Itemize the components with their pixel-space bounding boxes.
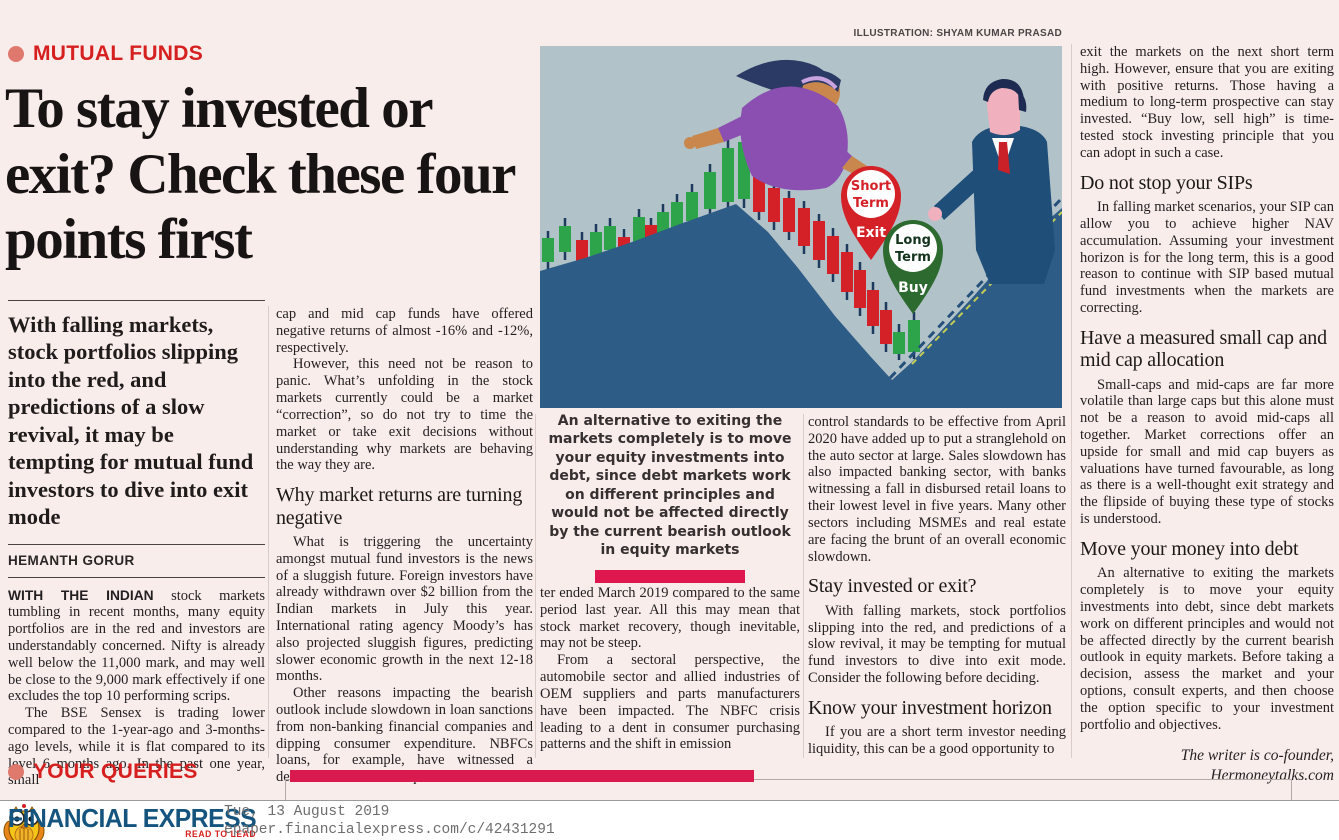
brand-logo: FINANCIAL EXPRESS READ TO LEAD — [8, 803, 257, 839]
footer-url: epaper.financialexpress.com/c/42431291 — [224, 822, 555, 839]
section-heading: Stay invested or exit? — [808, 575, 977, 598]
paragraph: An alternative to exiting the markets co… — [1080, 565, 1334, 733]
footer-meta: Tue, 13 August 2019 epaper.financialexpr… — [224, 803, 555, 839]
paragraph-text: stock markets tumbling in recent months,… — [8, 587, 265, 705]
illustration-caption-block: An alternative to exiting the markets co… — [543, 412, 797, 583]
article-headline: To stay invested or exit? Check these fo… — [5, 77, 515, 272]
figure-long-term-investor — [928, 78, 1055, 284]
paragraph: If you are a short term investor needing… — [808, 724, 1066, 757]
brand-name: FINANCIAL EXPRESS — [8, 803, 257, 833]
queries-section-header: YOUR QUERIES — [8, 760, 198, 784]
exit-pin-action: Exit — [856, 225, 886, 241]
paragraph: With falling markets, stock portfolios s… — [808, 602, 1066, 686]
buy-pin: Long Term Buy — [883, 220, 943, 314]
epaper-footer: FINANCIAL EXPRESS READ TO LEAD Tue, 13 A… — [0, 800, 1339, 840]
column-5: exit the markets on the next short term … — [1080, 44, 1334, 785]
column-rule — [803, 414, 804, 758]
paragraph: Small-caps and mid-caps are far more vol… — [1080, 376, 1334, 528]
section-heading: Know your investment horizon — [808, 696, 1052, 719]
queries-accent-bar — [290, 770, 754, 782]
exit-pin-line2: Term — [853, 196, 889, 211]
column-4: control standards to be effective from A… — [808, 414, 1066, 758]
article-deck: With falling markets, stock portfolios s… — [8, 300, 265, 544]
byline: HEMANTH GORUR — [8, 543, 265, 578]
illustration-caption: An alternative to exiting the markets co… — [548, 413, 792, 559]
illustration-credit: ILLUSTRATION: SHYAM KUMAR PRASAD — [853, 28, 1062, 39]
signature-line1: The writer is co-founder, — [1180, 747, 1334, 765]
column-rule — [535, 414, 536, 758]
queries-box — [285, 779, 1292, 801]
section-heading: Why market returns are turning negative — [276, 484, 523, 529]
market-illustration: Short Term Exit Long Term Buy — [540, 46, 1064, 408]
bullet-dot-icon — [8, 46, 24, 62]
section-heading: Move your money into debt — [1080, 537, 1299, 560]
paragraph: exit the markets on the next short term … — [1080, 44, 1334, 161]
lead-in: WITH THE INDIAN — [8, 587, 154, 603]
paragraph: In falling market scenarios, your SIP ca… — [1080, 199, 1334, 316]
section-heading: Do not stop your SIPs — [1080, 171, 1253, 194]
column-3: ter ended March 2019 compared to the sam… — [540, 585, 800, 753]
paragraph: control standards to be effective from A… — [808, 414, 1066, 565]
queries-label: YOUR QUERIES — [33, 760, 198, 783]
illustration-canvas: Short Term Exit Long Term Buy — [540, 46, 1064, 408]
paragraph: From a sectoral perspective, the automob… — [540, 652, 800, 753]
paragraph: WITH THE INDIAN stock markets tumbling i… — [8, 588, 265, 706]
column-1: With falling markets, stock portfolios s… — [8, 300, 265, 789]
section-kicker: MUTUAL FUNDS — [8, 42, 203, 66]
market-mountain — [540, 204, 1062, 408]
paragraph: However, this need not be reason to pani… — [276, 356, 533, 474]
exit-pin: Short Term Exit — [841, 166, 901, 260]
buy-pin-line2: Term — [895, 250, 931, 265]
paragraph: The BSE Sensex is trading lower compared… — [8, 705, 265, 789]
owl-mascot-icon — [3, 804, 45, 840]
footer-date: Tue, 13 August 2019 — [224, 804, 390, 820]
column-1-body: WITH THE INDIAN stock markets tumbling i… — [8, 588, 265, 790]
brand-tagline: READ TO LEAD — [185, 829, 257, 839]
buy-pin-action: Buy — [898, 280, 928, 296]
section-kicker-label: MUTUAL FUNDS — [33, 42, 204, 65]
column-rule — [1071, 44, 1072, 758]
column-2: cap and mid cap funds have offered negat… — [276, 306, 533, 786]
caption-accent-bar — [595, 569, 745, 583]
section-heading: Have a measured small cap and mid cap al… — [1080, 326, 1327, 372]
exit-pin-line1: Short — [851, 179, 891, 194]
paragraph: What is triggering the uncertainty among… — [276, 533, 533, 685]
column-rule — [268, 306, 269, 758]
paragraph: cap and mid cap funds have offered negat… — [276, 306, 533, 356]
buy-pin-line1: Long — [895, 233, 931, 248]
bullet-dot-icon — [8, 764, 24, 780]
paragraph: ter ended March 2019 compared to the sam… — [540, 585, 800, 652]
figure-short-term-investor — [684, 59, 870, 191]
